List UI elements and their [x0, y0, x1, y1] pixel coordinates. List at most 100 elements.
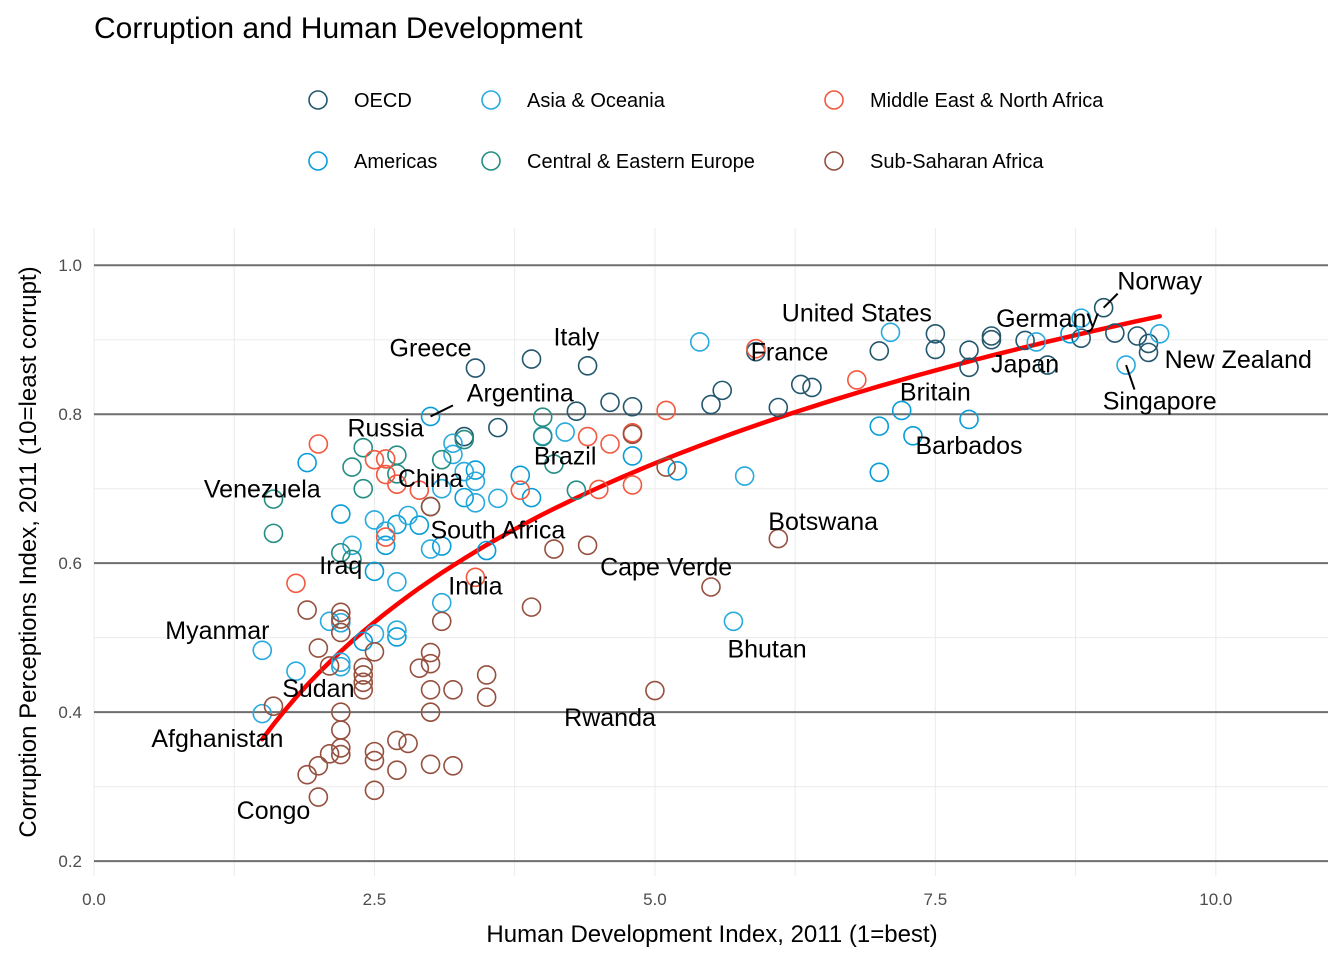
legend-key [824, 90, 844, 110]
point-asia-and-oceania [342, 535, 362, 556]
point-sub-saharan-africa [544, 539, 564, 559]
point-americas [353, 631, 374, 652]
point-americas [667, 461, 688, 481]
point-central-and-eastern-europe [532, 426, 553, 447]
point-americas [409, 515, 430, 535]
point-central-and-eastern-europe [353, 437, 374, 458]
point-oecd [521, 349, 542, 369]
grid [93, 228, 1328, 876]
point-sub-saharan-africa [364, 750, 385, 771]
point-sub-saharan-africa [622, 424, 643, 445]
point-sub-saharan-africa [319, 744, 340, 764]
point-asia-and-oceania [1071, 308, 1091, 328]
point-sub-saharan-africa [420, 754, 441, 775]
point-americas [1060, 323, 1080, 344]
point-middle-east-and-north-africa [409, 480, 430, 500]
point-americas [364, 561, 385, 582]
point-americas [465, 460, 486, 480]
annotation-norway: Norway [1117, 268, 1202, 296]
legend-label: Sub-Saharan Africa [870, 151, 1044, 173]
annotation-congo: Congo [237, 797, 311, 825]
point-sub-saharan-africa [330, 744, 351, 765]
point-middle-east-and-north-africa [286, 573, 306, 594]
point-central-and-eastern-europe [353, 478, 374, 499]
point-americas [431, 536, 452, 556]
point-sub-saharan-africa [701, 577, 721, 597]
point-sub-saharan-africa [308, 638, 329, 658]
y-tick-label: 0.8 [58, 405, 82, 424]
point-sub-saharan-africa [308, 787, 329, 807]
point-americas [297, 452, 317, 473]
legend-key [481, 151, 501, 171]
annotation-bhutan: Bhutan [727, 636, 806, 664]
legend-key [481, 90, 501, 110]
legend-item-asia-and-oceania: Asia & Oceania [481, 90, 666, 112]
trend-line-group [260, 314, 1162, 742]
point-sub-saharan-africa [364, 642, 385, 662]
point-middle-east-and-north-africa [375, 464, 396, 485]
point-sub-saharan-africa [656, 457, 676, 477]
point-asia-and-oceania [443, 433, 463, 454]
point-middle-east-and-north-africa [510, 480, 531, 500]
legend-key [308, 151, 328, 171]
annotation-germany: Germany [996, 305, 1099, 333]
point-central-and-eastern-europe [263, 523, 284, 544]
point-sub-saharan-africa [577, 535, 598, 556]
point-oecd [465, 358, 486, 378]
annotation-japan: Japan [991, 350, 1059, 378]
point-americas [521, 487, 542, 508]
point-oecd [622, 396, 643, 417]
x-axis-label: Human Development Index, 2011 (1=best) [486, 921, 937, 948]
point-sub-saharan-africa [420, 679, 441, 700]
annotation-south-africa: South Africa [430, 516, 565, 544]
point-oecd [701, 394, 721, 415]
point-asia-and-oceania [689, 332, 710, 352]
point-sub-saharan-africa [431, 611, 452, 632]
point-central-and-eastern-europe [342, 549, 362, 570]
point-asia-and-oceania [375, 521, 396, 541]
point-americas [454, 487, 475, 508]
point-oecd [1037, 355, 1058, 375]
y-tick-label: 0.2 [58, 852, 82, 871]
annotation-myanmar: Myanmar [165, 617, 269, 645]
annotation-singapore: Singapore [1103, 388, 1217, 416]
legend-item-central-and-eastern-europe: Central & Eastern Europe [481, 151, 755, 173]
annotation-iraq: Iraq [319, 552, 362, 580]
point-asia-and-oceania [431, 478, 452, 499]
point-middle-east-and-north-africa [746, 338, 766, 359]
annotation-afghanistan: Afghanistan [151, 725, 283, 753]
point-middle-east-and-north-africa [387, 474, 407, 495]
point-central-and-eastern-europe [566, 480, 587, 500]
point-oecd [959, 340, 979, 360]
y-axis-label: Corruption Perceptions Index, 2011 (10=l… [15, 266, 42, 837]
point-asia-and-oceania [488, 488, 508, 509]
legend-label: OECD [354, 90, 412, 112]
point-asia-and-oceania [465, 493, 486, 513]
point-oecd [1093, 297, 1114, 318]
point-oecd [959, 357, 979, 378]
point-sub-saharan-africa [319, 656, 340, 676]
annotation-russia: Russia [347, 414, 424, 442]
point-middle-east-and-north-africa [656, 400, 676, 421]
point-sub-saharan-africa [387, 730, 407, 751]
legend-label: Central & Eastern Europe [527, 151, 755, 173]
point-oecd [566, 401, 587, 422]
x-tick-label: 10.0 [1199, 890, 1232, 909]
point-asia-and-oceania [387, 571, 407, 592]
y-tick-label: 1.0 [58, 256, 82, 275]
annotation-china: China [398, 465, 463, 493]
point-middle-east-and-north-africa [375, 527, 396, 547]
point-central-and-eastern-europe [342, 457, 362, 477]
point-asia-and-oceania [465, 471, 486, 492]
legend-key [308, 90, 328, 110]
point-asia-and-oceania [398, 505, 418, 526]
chart-title: Corruption and Human Development [94, 12, 583, 45]
points [252, 297, 1170, 807]
annotation-new-zealand: New Zealand [1165, 346, 1312, 374]
point-americas [330, 504, 351, 524]
point-middle-east-and-north-africa [847, 370, 867, 390]
point-sub-saharan-africa [364, 780, 385, 801]
point-middle-east-and-north-africa [308, 434, 329, 454]
point-oecd [802, 377, 822, 398]
